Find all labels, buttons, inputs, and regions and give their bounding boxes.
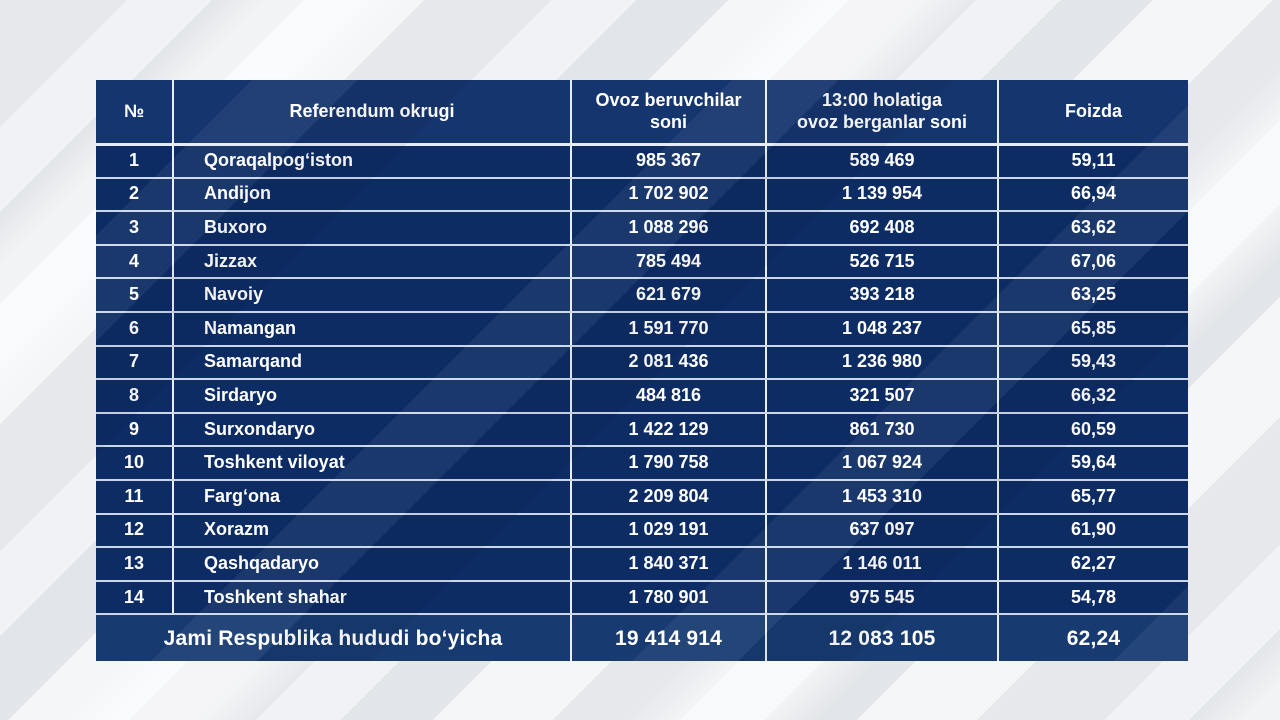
cell-percent: 67,06 <box>997 245 1188 278</box>
table-row: 3 Buxoro 1 088 296 692 408 63,62 <box>96 210 1188 244</box>
cell-number: 14 <box>123 586 145 607</box>
cell-number: 7 <box>128 351 139 372</box>
cell-region: Xorazm <box>172 514 570 547</box>
cell-number: 8 <box>128 384 139 405</box>
cell-percent: 63,25 <box>997 279 1188 311</box>
cell-region: Jizzax <box>172 245 570 278</box>
cell-region: Surxondaryo <box>172 413 570 446</box>
cell-region: Navoiy <box>172 279 570 311</box>
cell-voters: 1 790 758 <box>570 447 765 479</box>
header-voters: Ovoz beruvchilar soni <box>570 80 765 143</box>
cell-number: 10 <box>123 452 145 473</box>
total-label: Jami Respublika hududi boʻyicha <box>163 626 503 650</box>
cell-voted: 1 236 980 <box>765 346 997 379</box>
cell-voted: 1 067 924 <box>765 447 997 479</box>
cell-region: Namangan <box>172 312 570 345</box>
cell-percent: 60,59 <box>997 413 1188 446</box>
cell-number: 11 <box>124 485 144 506</box>
table-row: 14 Toshkent shahar 1 780 901 975 545 54,… <box>96 579 1188 614</box>
cell-region: Samarqand <box>172 346 570 379</box>
cell-voted: 861 730 <box>765 413 997 446</box>
cell-percent: 66,32 <box>997 380 1188 412</box>
table-row: 6 Namangan 1 591 770 1 048 237 65,85 <box>96 310 1188 345</box>
cell-percent: 59,11 <box>997 146 1188 177</box>
total-percent: 62,24 <box>997 615 1188 662</box>
table-header-row: № Referendum okrugi Ovoz beruvchilar son… <box>96 80 1188 143</box>
cell-percent: 61,90 <box>997 514 1188 547</box>
cell-number: 2 <box>128 183 139 204</box>
cell-number: 12 <box>123 519 145 540</box>
cell-region: Toshkent shahar <box>172 581 570 614</box>
cell-number: 9 <box>128 418 139 439</box>
cell-percent: 54,78 <box>997 581 1188 614</box>
cell-voted: 975 545 <box>765 581 997 614</box>
cell-voted: 1 453 310 <box>765 480 997 513</box>
cell-number: 4 <box>128 250 139 271</box>
cell-region: Qashqadaryo <box>172 548 570 580</box>
cell-percent: 65,77 <box>997 480 1188 513</box>
cell-voters: 1 780 901 <box>570 581 765 614</box>
table-row: 2 Andijon 1 702 902 1 139 954 66,94 <box>96 176 1188 211</box>
cell-number: 13 <box>123 552 145 573</box>
cell-voters: 2 209 804 <box>570 480 765 513</box>
cell-voted: 692 408 <box>765 212 997 244</box>
cell-number: 6 <box>128 317 139 338</box>
cell-percent: 59,43 <box>997 346 1188 379</box>
cell-percent: 65,85 <box>997 312 1188 345</box>
table-row: 9 Surxondaryo 1 422 129 861 730 60,59 <box>96 411 1188 446</box>
table-row: 13 Qashqadaryo 1 840 371 1 146 011 62,27 <box>96 546 1188 580</box>
cell-percent: 59,64 <box>997 447 1188 479</box>
cell-voted: 1 139 954 <box>765 178 997 211</box>
cell-number: 3 <box>128 217 139 237</box>
cell-region: Andijon <box>172 178 570 211</box>
cell-percent: 63,62 <box>997 212 1188 244</box>
table-row: 8 Sirdaryo 484 816 321 507 66,32 <box>96 378 1188 412</box>
cell-number: 1 <box>128 150 139 171</box>
cell-voted: 526 715 <box>765 245 997 278</box>
cell-voted: 1 146 011 <box>765 548 997 580</box>
cell-voted: 637 097 <box>765 514 997 547</box>
cell-voters: 785 494 <box>570 245 765 278</box>
header-number: № <box>123 100 145 121</box>
cell-percent: 66,94 <box>997 178 1188 211</box>
cell-region: Sirdaryo <box>172 380 570 412</box>
total-voted: 12 083 105 <box>765 615 997 662</box>
cell-voters: 985 367 <box>570 146 765 177</box>
cell-voted: 393 218 <box>765 279 997 311</box>
table-total-row: Jami Respublika hududi boʻyicha 19 414 9… <box>96 613 1188 662</box>
referendum-results-table: № Referendum okrugi Ovoz beruvchilar son… <box>96 80 1188 662</box>
cell-region: Fargʻona <box>172 480 570 513</box>
cell-voted: 1 048 237 <box>765 312 997 345</box>
cell-voters: 1 591 770 <box>570 312 765 345</box>
cell-voters: 484 816 <box>570 380 765 412</box>
table-row: 12 Xorazm 1 029 191 637 097 61,90 <box>96 512 1188 547</box>
cell-number: 5 <box>128 284 139 305</box>
header-voted-by-13: 13:00 holatiga ovoz berganlar soni <box>765 80 997 143</box>
cell-percent: 62,27 <box>997 548 1188 580</box>
cell-region: Qoraqalpogʻiston <box>172 146 570 177</box>
cell-region: Buxoro <box>172 212 570 244</box>
cell-voters: 2 081 436 <box>570 346 765 379</box>
header-region: Referendum okrugi <box>172 80 570 143</box>
cell-voters: 1 422 129 <box>570 413 765 446</box>
header-percent: Foizda <box>997 80 1188 143</box>
cell-voters: 1 029 191 <box>570 514 765 547</box>
cell-voters: 1 088 296 <box>570 212 765 244</box>
table-body: 1 Qoraqalpogʻiston 985 367 589 469 59,11… <box>96 143 1188 614</box>
cell-voters: 1 840 371 <box>570 548 765 580</box>
table-row: 4 Jizzax 785 494 526 715 67,06 <box>96 243 1188 278</box>
total-voters: 19 414 914 <box>570 615 765 662</box>
cell-voters: 621 679 <box>570 279 765 311</box>
cell-voters: 1 702 902 <box>570 178 765 211</box>
table-row: 10 Toshkent viloyat 1 790 758 1 067 924 … <box>96 445 1188 479</box>
table-row: 1 Qoraqalpogʻiston 985 367 589 469 59,11 <box>96 143 1188 177</box>
cell-region: Toshkent viloyat <box>172 447 570 479</box>
table-row: 7 Samarqand 2 081 436 1 236 980 59,43 <box>96 344 1188 379</box>
table-row: 5 Navoiy 621 679 393 218 63,25 <box>96 277 1188 311</box>
cell-voted: 589 469 <box>765 146 997 177</box>
table-row: 11 Fargʻona 2 209 804 1 453 310 65,77 <box>96 478 1188 513</box>
cell-voted: 321 507 <box>765 380 997 412</box>
